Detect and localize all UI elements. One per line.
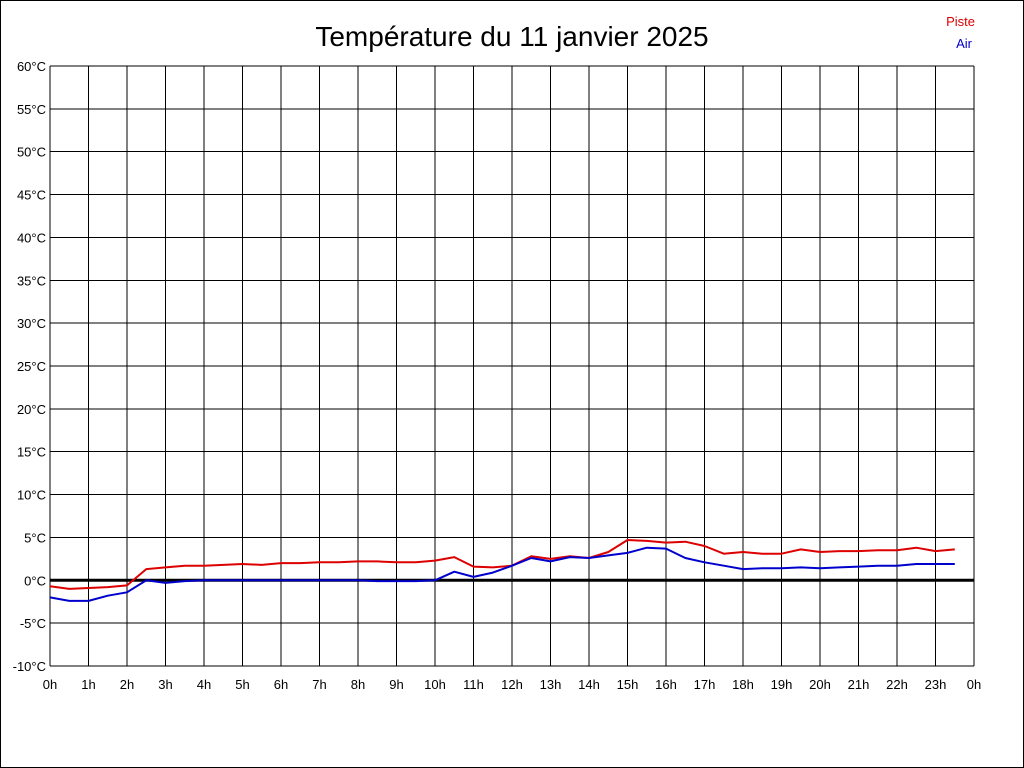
x-tick-label: 18h <box>732 677 754 692</box>
chart-title: Température du 11 janvier 2025 <box>315 21 708 52</box>
x-tick-label: 6h <box>274 677 288 692</box>
x-tick-label: 1h <box>81 677 95 692</box>
x-tick-label: 15h <box>617 677 639 692</box>
y-tick-label: 20°C <box>17 402 46 417</box>
x-tick-label: 4h <box>197 677 211 692</box>
y-tick-label: 35°C <box>17 273 46 288</box>
x-tick-label: 16h <box>655 677 677 692</box>
grid-layer <box>49 65 975 667</box>
y-tick-label: 25°C <box>17 359 46 374</box>
legend-item-piste: Piste <box>946 14 975 29</box>
x-tick-label: 9h <box>389 677 403 692</box>
y-tick-label: 60°C <box>17 59 46 74</box>
x-tick-label: 13h <box>540 677 562 692</box>
series-line-air <box>49 546 955 602</box>
x-tick-label: 21h <box>848 677 870 692</box>
y-tick-label: 15°C <box>17 445 46 460</box>
x-tick-label: 3h <box>158 677 172 692</box>
axis-layer: 0h 1h 2h 3h 4h 5h 6h 7h 8h 9h 10h 11h 12h 13h 14h 15h 16… <box>13 59 982 692</box>
x-tick-label: 2h <box>120 677 134 692</box>
legend-item-air: Air <box>956 36 973 51</box>
x-tick-label: 0h <box>43 677 57 692</box>
y-tick-label: 40°C <box>17 230 46 245</box>
y-tick-label: 0°C <box>24 573 46 588</box>
x-tick-label: 11h <box>463 677 484 692</box>
series-line-piste <box>49 539 955 590</box>
x-tick-label: 14h <box>578 677 600 692</box>
x-tick-label: 22h <box>886 677 908 692</box>
x-tick-label: 20h <box>809 677 831 692</box>
x-tick-label: 0h <box>967 677 981 692</box>
x-tick-label: 5h <box>235 677 249 692</box>
x-tick-label: 12h <box>501 677 523 692</box>
y-tick-label: 5°C <box>24 530 46 545</box>
y-tick-label: -5°C <box>20 616 46 631</box>
x-tick-label: 19h <box>771 677 793 692</box>
y-tick-label: -10°C <box>13 659 46 674</box>
x-tick-label: 23h <box>925 677 947 692</box>
y-tick-label: 55°C <box>17 102 46 117</box>
y-tick-label: 30°C <box>17 316 46 331</box>
y-tick-label: 45°C <box>17 188 46 203</box>
series-layer <box>49 539 955 602</box>
x-tick-label: 7h <box>312 677 326 692</box>
y-tick-label: 10°C <box>17 488 46 503</box>
y-tick-label: 50°C <box>17 145 46 160</box>
x-tick-label: 10h <box>424 677 446 692</box>
x-tick-label: 17h <box>694 677 716 692</box>
x-tick-label: 8h <box>351 677 365 692</box>
